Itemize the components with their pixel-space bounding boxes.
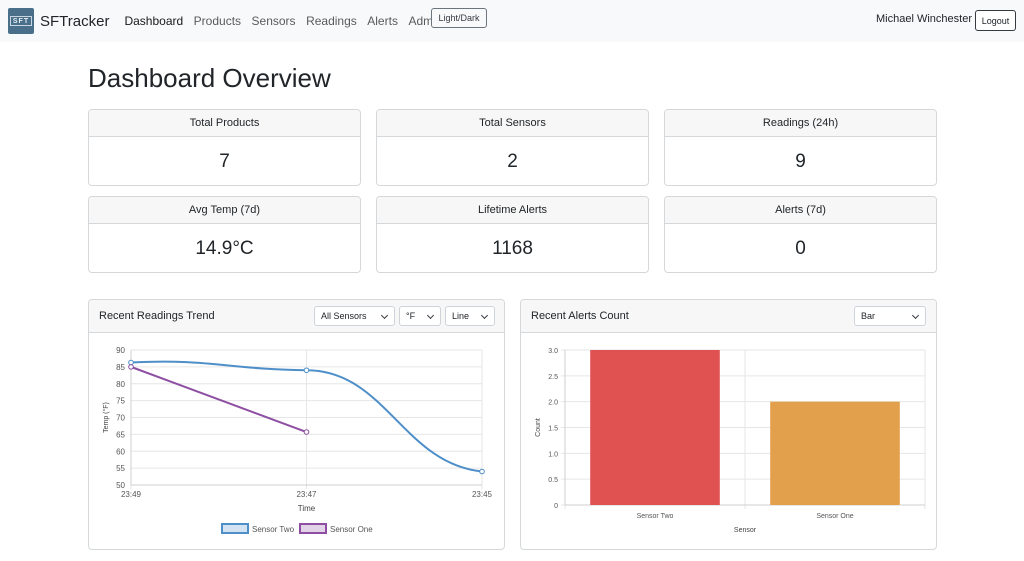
y-tick-label: 0.5 (548, 477, 558, 484)
y-axis-label: Count (535, 418, 542, 437)
stat-label: Total Sensors (377, 110, 648, 137)
nav-alerts[interactable]: Alerts (367, 14, 398, 28)
y-tick-label: 60 (116, 447, 125, 456)
readings-trend-card: Recent Readings Trend All Sensors °F Lin… (88, 299, 505, 550)
stat-card-total-products: Total Products 7 (88, 109, 361, 186)
bar-sensor-one (770, 401, 900, 505)
series-line-sensor-one (130, 365, 307, 433)
stat-value: 2 (507, 150, 518, 172)
stat-label: Lifetime Alerts (377, 197, 648, 224)
x-tick-label: Sensor One (816, 513, 853, 520)
readings-card-header: Recent Readings Trend All Sensors °F Lin… (89, 300, 504, 333)
legend-swatch (299, 523, 327, 534)
alerts-bar-chart: 0 0.5 1.0 1.5 2.0 2.5 3.0 Sensor Two Sensor One S… (535, 348, 926, 534)
readings-line-chart: 50 55 60 65 70 75 80 85 90 23:49 23:47 23:45 Time Tem… (102, 346, 493, 534)
y-axis-label: Temp (°F) (102, 402, 110, 433)
unit-select[interactable]: °F (399, 306, 441, 326)
data-point (479, 468, 485, 475)
x-tick-label: 23:49 (121, 490, 142, 499)
stat-card-avg-temp: Avg Temp (7d) 14.9°C (88, 196, 361, 273)
stat-value: 14.9°C (195, 237, 254, 259)
brand-logo-text: SFT (10, 16, 32, 26)
y-tick-label: 55 (116, 464, 125, 473)
stat-label: Readings (24h) (665, 110, 936, 137)
y-tick-label: 90 (116, 346, 125, 355)
legend-label: Sensor One (330, 525, 373, 534)
stat-value: 7 (219, 150, 230, 172)
brand[interactable]: SFT SFTracker (8, 8, 109, 34)
alerts-chart-type-select[interactable]: Bar (854, 306, 926, 326)
readings-chart-type-value: Line (452, 311, 470, 321)
y-tick-label: 70 (116, 414, 125, 423)
stat-card-readings-24h: Readings (24h) 9 (664, 109, 937, 186)
data-point (303, 367, 310, 374)
stat-label: Total Products (89, 110, 360, 137)
chevron-down-icon (911, 311, 920, 320)
y-tick-label: 2.0 (548, 400, 558, 407)
y-tick-label: 50 (116, 481, 125, 490)
nav-products[interactable]: Products (193, 14, 242, 28)
y-tick-label: 1.5 (548, 426, 558, 433)
x-tick-label: Sensor Two (637, 513, 674, 520)
chevron-down-icon (480, 311, 489, 320)
legend-swatch (221, 523, 249, 534)
stat-label: Alerts (7d) (665, 197, 936, 224)
y-tick-label: 85 (116, 363, 125, 372)
alerts-count-card: Recent Alerts Count Bar 0 0.5 1.0 1.5 2.0 2.5… (520, 299, 937, 550)
stat-value: 0 (795, 237, 806, 259)
y-tick-label: 2.5 (548, 374, 558, 381)
stat-card-alerts-7d: Alerts (7d) 0 (664, 196, 937, 273)
page-title: Dashboard Overview (88, 63, 331, 93)
nav-readings[interactable]: Readings (306, 14, 357, 28)
data-point (128, 364, 134, 370)
y-tick-label: 75 (116, 397, 125, 406)
x-axis-label: Time (298, 504, 316, 513)
alerts-card-header: Recent Alerts Count Bar (521, 300, 936, 333)
sensor-select[interactable]: All Sensors (314, 306, 395, 326)
readings-chart-type-select[interactable]: Line (445, 306, 495, 326)
legend-label: Sensor Two (252, 525, 295, 534)
alerts-chart-type-value: Bar (861, 311, 876, 321)
nav-links: Dashboard Products Sensors Readings Aler… (124, 14, 464, 28)
data-point (303, 429, 310, 435)
stat-card-total-sensors: Total Sensors 2 (376, 109, 649, 186)
user-name: Michael Winchester (876, 13, 972, 25)
stat-value: 9 (795, 150, 806, 172)
y-tick-label: 0 (554, 503, 558, 510)
x-axis-label: Sensor (734, 527, 757, 534)
stat-card-lifetime-alerts: Lifetime Alerts 1168 (376, 196, 649, 273)
y-tick-label: 65 (116, 430, 125, 439)
theme-toggle-button[interactable]: Light/Dark (431, 8, 487, 28)
x-tick-label: 23:47 (296, 490, 317, 499)
y-tick-label: 80 (116, 380, 125, 389)
nav-dashboard[interactable]: Dashboard (124, 14, 184, 28)
x-tick-label: 23:45 (472, 490, 493, 499)
chevron-down-icon (426, 311, 435, 320)
brand-logo: SFT (8, 8, 34, 34)
y-tick-label: 3.0 (548, 348, 558, 355)
stat-label: Avg Temp (7d) (89, 197, 360, 224)
y-tick-label: 1.0 (548, 451, 558, 458)
bar-sensor-two (590, 350, 720, 505)
brand-name[interactable]: SFTracker (40, 12, 110, 30)
sensor-select-value: All Sensors (321, 311, 367, 321)
nav-sensors[interactable]: Sensors (251, 14, 296, 28)
stat-value: 1168 (492, 237, 533, 259)
chevron-down-icon (380, 311, 389, 320)
logout-button[interactable]: Logout (975, 10, 1016, 31)
alerts-card-title: Recent Alerts Count (531, 310, 629, 322)
navbar: SFT SFTracker Dashboard Products Sensors… (0, 0, 1024, 42)
unit-select-value: °F (406, 311, 416, 321)
readings-card-title: Recent Readings Trend (99, 310, 215, 322)
